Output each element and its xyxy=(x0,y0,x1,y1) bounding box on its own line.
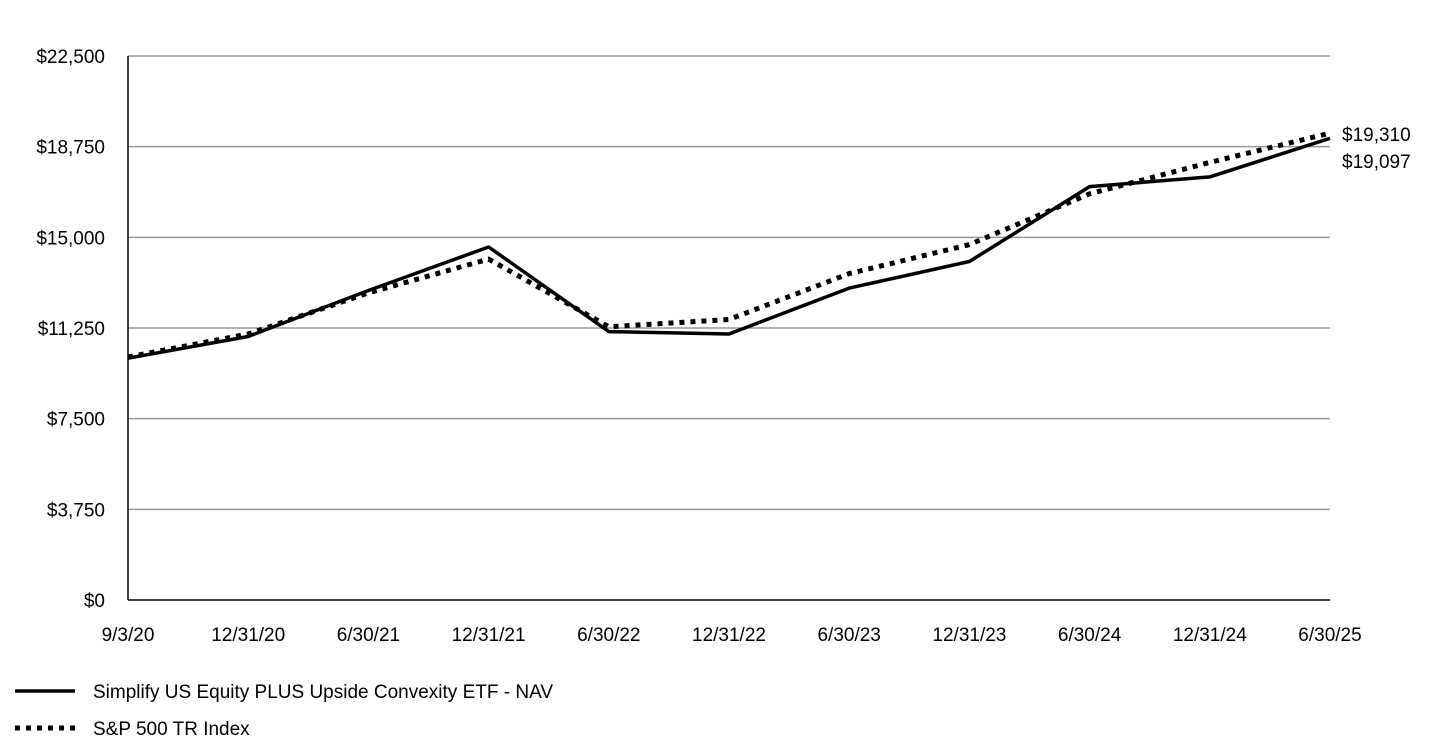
y-tick-label: $11,250 xyxy=(38,319,105,340)
y-tick-label: $22,500 xyxy=(36,47,105,68)
x-tick-label: 9/3/20 xyxy=(102,625,155,646)
series-lines xyxy=(127,130,1331,360)
y-tick-label: $18,750 xyxy=(36,138,105,159)
x-tick-label: 6/30/25 xyxy=(1298,625,1361,646)
end-value-label: $19,310 xyxy=(1342,125,1411,146)
y-tick-label: $7,500 xyxy=(47,410,105,431)
benchmark-series-line xyxy=(127,130,1331,360)
x-tick-label: 12/31/22 xyxy=(692,625,766,646)
y-tick-labels: $0 $3,750 $7,500 $11,250 $15,000 $18,750 $22,5… xyxy=(36,47,105,612)
y-tick-label: $0 xyxy=(84,591,105,612)
legend: Simplify US Equity PLUS Upside Convexity… xyxy=(15,682,553,740)
x-tick-label: 12/31/23 xyxy=(932,625,1006,646)
legend-label: Simplify US Equity PLUS Upside Convexity… xyxy=(93,682,553,703)
x-tick-label: 6/30/21 xyxy=(337,625,400,646)
x-tick-label: 6/30/23 xyxy=(817,625,880,646)
x-tick-labels: 9/3/20 12/31/20 6/30/21 12/31/21 6/30/22 12/3… xyxy=(102,625,1362,646)
x-tick-label: 6/30/22 xyxy=(577,625,640,646)
x-tick-label: 12/31/20 xyxy=(211,625,285,646)
end-value-labels: $19,310 $19,097 xyxy=(1342,125,1411,173)
y-tick-label: $15,000 xyxy=(36,228,105,249)
legend-label: S&P 500 TR Index xyxy=(93,719,250,740)
fund-series-line xyxy=(127,136,1331,360)
x-tick-label: 12/31/24 xyxy=(1173,625,1247,646)
x-tick-label: 6/30/24 xyxy=(1058,625,1122,646)
y-tick-label: $3,750 xyxy=(47,500,105,521)
gridlines xyxy=(128,55,1330,511)
axes xyxy=(127,56,1330,601)
end-value-label: $19,097 xyxy=(1342,152,1411,173)
x-tick-label: 12/31/21 xyxy=(452,625,526,646)
